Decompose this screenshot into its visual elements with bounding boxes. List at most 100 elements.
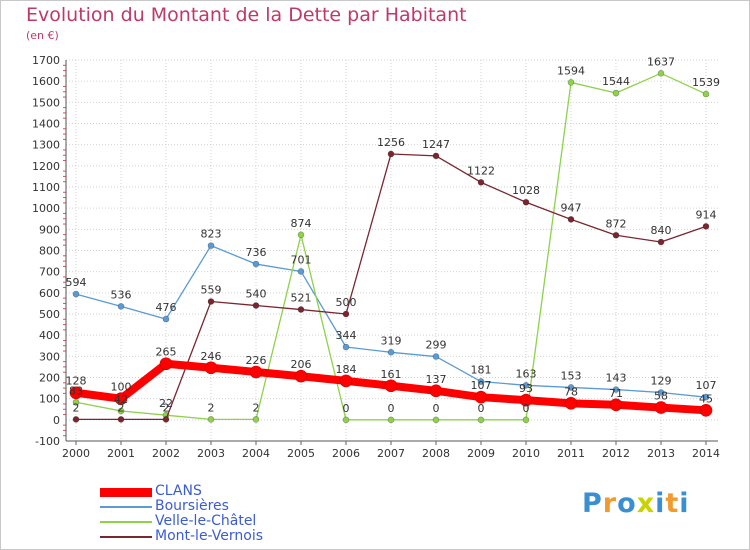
data-label: 0 <box>523 402 530 415</box>
x-tick-label: 2008 <box>422 447 450 460</box>
x-tick-label: 2001 <box>107 447 135 460</box>
chart-subtitle: (en €) <box>26 29 59 42</box>
data-label: 129 <box>651 375 672 388</box>
y-tick-label: 900 <box>39 223 60 236</box>
data-point <box>342 343 350 351</box>
x-tick-label: 2009 <box>467 447 495 460</box>
data-point <box>654 401 668 414</box>
data-point <box>342 416 350 424</box>
data-point <box>657 238 665 246</box>
data-label: 2 <box>208 401 215 414</box>
data-label: 1594 <box>557 64 585 77</box>
data-point <box>519 393 533 407</box>
data-point <box>69 386 83 400</box>
chart-title: Evolution du Montant de la Dette par Hab… <box>26 4 467 26</box>
data-point <box>342 310 350 318</box>
data-point <box>72 416 80 423</box>
line-chart: -100010020030040050060070080090010001100… <box>32 54 720 460</box>
data-label: 0 <box>388 402 395 415</box>
legend-label: CLANS <box>155 483 202 499</box>
data-label: 0 <box>433 402 440 415</box>
data-label: 476 <box>156 301 177 314</box>
data-point <box>702 90 710 98</box>
data-label: 107 <box>696 379 717 392</box>
data-point <box>387 416 395 424</box>
data-point <box>207 242 215 249</box>
data-label: 2 <box>163 401 170 414</box>
data-label: 1544 <box>602 75 630 88</box>
data-point <box>297 231 305 239</box>
data-point <box>432 416 440 424</box>
data-label: 1122 <box>467 164 495 177</box>
data-label: 500 <box>336 296 357 309</box>
data-label: 100 <box>111 381 132 394</box>
data-point <box>522 382 530 389</box>
y-tick-label: 100 <box>39 393 60 406</box>
data-point <box>204 361 218 375</box>
x-tick-label: 2003 <box>197 447 225 460</box>
data-label: 2 <box>118 401 125 414</box>
data-point <box>294 369 308 383</box>
data-label: 226 <box>246 354 267 367</box>
y-tick-label: 1500 <box>32 96 60 109</box>
data-point <box>477 416 485 424</box>
x-tick-label: 2006 <box>332 447 360 460</box>
y-tick-label: 400 <box>39 329 60 342</box>
data-point <box>522 416 530 424</box>
data-point <box>564 397 578 410</box>
data-point <box>72 290 80 298</box>
legend-item: Boursières <box>100 499 360 514</box>
y-tick-label: 800 <box>39 245 60 258</box>
x-tick-label: 2002 <box>152 447 180 460</box>
legend: CLANS Boursières Velle-le-Châtel Mont-le-Ve… <box>100 484 360 544</box>
data-point <box>252 302 260 309</box>
y-tick-label: 1000 <box>32 202 60 215</box>
data-point <box>657 389 665 396</box>
data-label: 319 <box>381 334 402 347</box>
axis-layer: -100010020030040050060070080090010001100… <box>32 54 720 460</box>
data-label: 22 <box>159 397 173 410</box>
data-point <box>162 416 170 423</box>
logo-letter: i <box>655 488 666 519</box>
data-label: 143 <box>606 372 627 385</box>
legend-label: Velle-le-Châtel <box>155 513 257 529</box>
data-label: 58 <box>654 390 668 403</box>
data-point <box>387 150 395 158</box>
data-point <box>117 303 125 310</box>
data-point <box>207 416 215 423</box>
data-point <box>432 353 440 360</box>
x-tick-label: 2007 <box>377 447 405 460</box>
data-label: 2 <box>73 401 80 414</box>
y-tick-label: 1300 <box>32 139 60 152</box>
legend-swatch <box>100 521 152 523</box>
data-label: 107 <box>471 379 492 392</box>
legend-item: CLANS <box>100 484 360 499</box>
data-label: 914 <box>696 208 717 221</box>
data-label: 947 <box>561 201 582 214</box>
logo-letter: r <box>602 488 618 519</box>
data-label: 128 <box>66 375 87 388</box>
data-point <box>252 260 260 268</box>
y-tick-label: 1700 <box>32 54 60 67</box>
y-tick-label: 300 <box>39 350 60 363</box>
x-tick-label: 2010 <box>512 447 540 460</box>
data-label: 521 <box>291 292 312 305</box>
data-point <box>522 198 530 206</box>
data-label: 246 <box>201 350 222 363</box>
data-point <box>612 231 620 239</box>
data-point <box>252 416 260 423</box>
y-tick-label: 1600 <box>32 75 60 88</box>
data-point <box>429 384 443 398</box>
data-label: 0 <box>343 402 350 415</box>
data-point <box>432 152 440 160</box>
data-label: 206 <box>291 358 312 371</box>
legend-label: Boursières <box>155 498 229 514</box>
data-point <box>339 374 353 388</box>
data-label: 1637 <box>647 55 675 68</box>
legend-swatch <box>100 536 152 538</box>
data-point <box>297 306 305 313</box>
y-tick-label: 200 <box>39 372 60 385</box>
logo-letter: x <box>636 488 656 519</box>
data-label: 83 <box>69 384 83 397</box>
data-label: 1028 <box>512 184 540 197</box>
